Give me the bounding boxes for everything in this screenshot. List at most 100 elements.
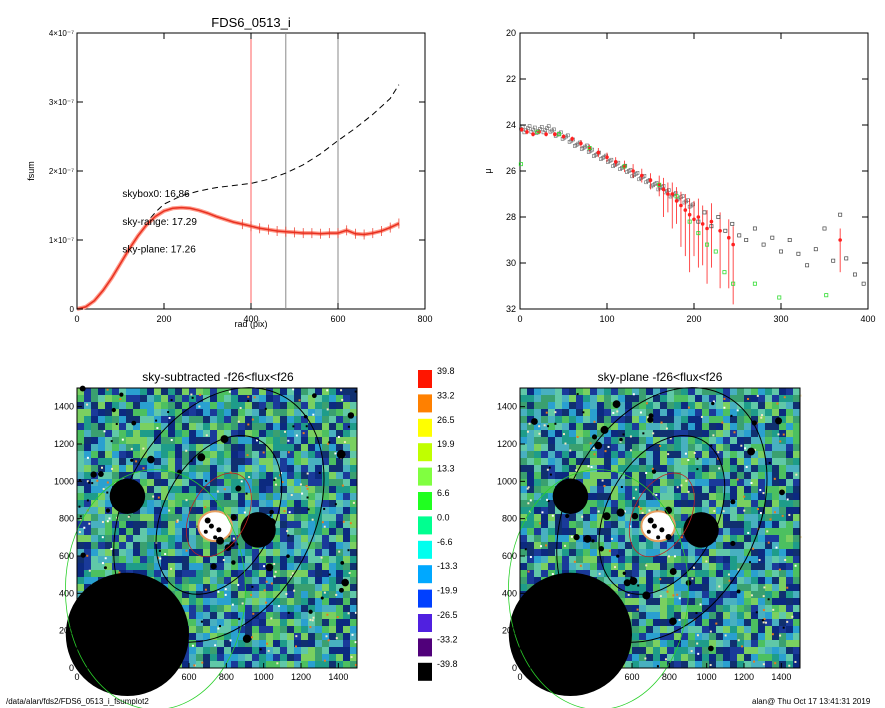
sky-plane-pixel: [723, 521, 730, 528]
sky-subtracted-pixel: [196, 577, 203, 584]
sky-subtracted-pixel: [182, 661, 189, 668]
sky-plane-pixel: [667, 458, 674, 465]
sky-subtracted-pixel: [308, 549, 315, 556]
sky-subtracted-pixel: [252, 451, 259, 458]
sky-subtracted-pixel: [77, 472, 84, 479]
sky-subtracted-pixel: [343, 507, 350, 514]
sky-plane-speckle: [799, 536, 802, 539]
sky-subtracted-pixel: [287, 612, 294, 619]
sky-subtracted-speckle: [262, 451, 265, 454]
sky-subtracted-pixel: [98, 542, 105, 549]
sky-subtracted-pixel: [343, 605, 350, 612]
sky-plane-pixel: [793, 598, 800, 605]
sky-subtracted-speckle: [298, 399, 301, 402]
sky-plane-pixel: [737, 528, 744, 535]
sky-plane-pixel: [723, 577, 730, 584]
sky-subtracted-pixel: [273, 437, 280, 444]
sky-plane-pixel: [772, 486, 779, 493]
sky-subtracted-speckle: [253, 396, 256, 399]
sky-plane-pixel: [639, 563, 646, 570]
sky-subtracted-pixel: [252, 430, 259, 437]
sky-subtracted-pixel: [294, 409, 301, 416]
sky-subtracted-pixel: [224, 612, 231, 619]
sky-plane-pixel: [520, 402, 527, 409]
sky-plane-pixel: [737, 409, 744, 416]
mu-point-open: [737, 233, 742, 238]
sky-plane-pixel: [737, 633, 744, 640]
sky-subtracted-pixel: [350, 430, 357, 437]
sky-plane-pixel: [695, 416, 702, 423]
sky-plane-speckle: [687, 459, 690, 462]
sky-plane-pixel: [674, 479, 681, 486]
sky-subtracted-speckle: [251, 585, 254, 588]
sky-plane-pixel: [786, 591, 793, 598]
sky-subtracted-xtick-label: 200: [107, 672, 122, 682]
sky-subtracted-pixel: [217, 486, 224, 493]
sky-subtracted-xtick-label: 800: [219, 672, 234, 682]
sky-subtracted-pixel: [175, 486, 182, 493]
sky-subtracted-speckle: [354, 641, 357, 644]
sky-subtracted-pixel: [105, 542, 112, 549]
sky-plane-pixel: [793, 507, 800, 514]
sky-plane-pixel: [667, 409, 674, 416]
sky-plane-pixel: [639, 500, 646, 507]
sky-plane-pixel: [597, 542, 604, 549]
sky-plane-speckle: [612, 411, 615, 414]
sky-plane-pixel: [681, 647, 688, 654]
sky-plane-pixel: [625, 584, 632, 591]
sky-plane-pixel: [548, 556, 555, 563]
sky-subtracted-pixel: [287, 451, 294, 458]
sky-subtracted-speckle: [170, 567, 173, 570]
sky-subtracted-pixel: [308, 598, 315, 605]
sky-plane-pixel: [730, 444, 737, 451]
sky-plane-pixel: [576, 409, 583, 416]
sky-plane-speckle: [540, 545, 543, 548]
sky-subtracted-pixel: [210, 612, 217, 619]
sky-plane-pixel: [702, 605, 709, 612]
sky-plane-pixel: [758, 626, 765, 633]
sky-subtracted-pixel: [126, 563, 133, 570]
sky-subtracted-pixel: [112, 514, 119, 521]
sky-subtracted-speckle: [251, 636, 254, 639]
sky-plane-pixel: [569, 388, 576, 395]
fsum-ytick-label: 1×10⁻⁷: [49, 236, 74, 245]
sky-subtracted-pixel: [343, 388, 350, 395]
sky-subtracted-pixel: [329, 500, 336, 507]
sky-plane-pixel: [597, 472, 604, 479]
sky-subtracted-pixel: [112, 542, 119, 549]
sky-plane-pixel: [674, 458, 681, 465]
sky-plane-pixel: [744, 409, 751, 416]
sky-plane-pixel: [681, 542, 688, 549]
sky-subtracted-pixel: [112, 549, 119, 556]
sky-plane-pixel: [646, 584, 653, 591]
sky-subtracted-pixel: [252, 409, 259, 416]
sky-subtracted-pixel: [133, 451, 140, 458]
sky-subtracted-small-mask: [286, 554, 290, 558]
sky-plane-pixel: [646, 423, 653, 430]
sky-plane-pixel: [527, 542, 534, 549]
sky-subtracted-pixel: [273, 486, 280, 493]
sky-subtracted-speckle: [170, 439, 173, 442]
sky-subtracted-pixel: [238, 444, 245, 451]
sky-subtracted-pixel: [245, 570, 252, 577]
sky-plane-pixel: [758, 521, 765, 528]
sky-plane-speckle: [763, 586, 766, 589]
sky-subtracted-pixel: [126, 430, 133, 437]
sky-plane-speckle: [666, 590, 669, 593]
sky-plane-pixel: [569, 514, 576, 521]
sky-plane-pixel: [702, 451, 709, 458]
sky-plane-pixel: [793, 437, 800, 444]
sky-subtracted-pixel: [315, 661, 322, 668]
sky-plane-pixel: [611, 549, 618, 556]
sky-subtracted-pixel: [280, 591, 287, 598]
sky-subtracted-speckle: [299, 483, 302, 486]
sky-plane-pixel: [716, 654, 723, 661]
sky-subtracted-pixel: [287, 409, 294, 416]
sky-subtracted-pixel: [147, 507, 154, 514]
sky-subtracted-pixel: [273, 591, 280, 598]
sky-plane-speckle: [573, 560, 576, 563]
sky-subtracted-speckle: [347, 549, 350, 552]
sky-plane-pixel: [681, 605, 688, 612]
sky-plane-speckle: [756, 508, 759, 511]
sky-plane-pixel: [737, 521, 744, 528]
